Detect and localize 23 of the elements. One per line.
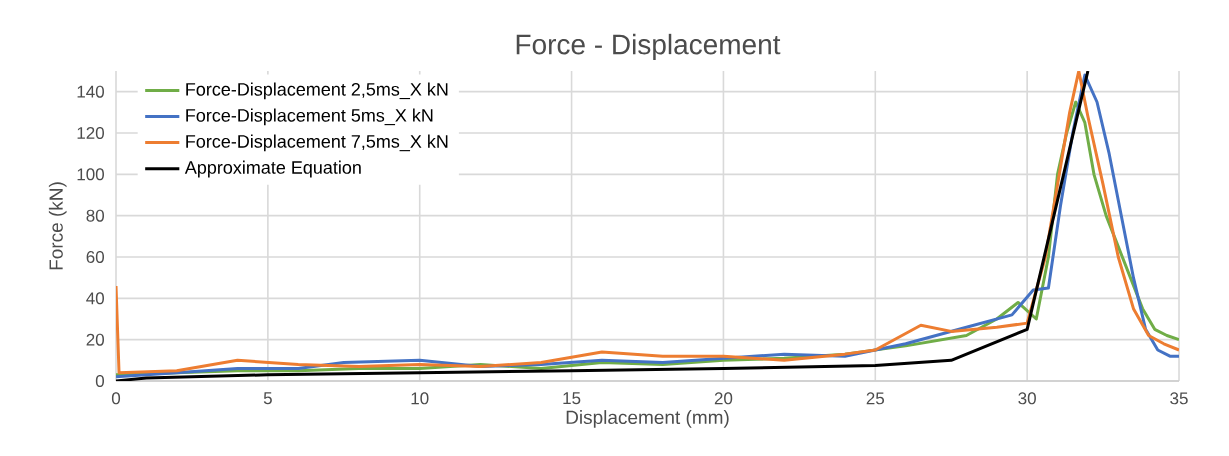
x-tick-label: 30 (1018, 392, 1036, 405)
x-tick-label: 5 (263, 392, 272, 405)
y-tick-label: 20 (86, 333, 104, 346)
chart-title: Force - Displacement (516, 33, 781, 60)
y-axis-title: Force (kN) (48, 182, 67, 270)
y-tick-label: 100 (77, 168, 104, 181)
x-tick-label: 15 (563, 392, 581, 405)
y-tick-label: 0 (95, 375, 104, 388)
y-tick-label: 60 (86, 251, 104, 264)
x-axis-title: Displacement (mm) (566, 410, 729, 428)
x-tick-label: 20 (714, 392, 733, 405)
y-tick-label: 40 (86, 292, 104, 305)
y-tick-label: 120 (77, 127, 104, 140)
legend-label: Force-Displacement 7,5ms_X kN (186, 134, 448, 152)
x-tick-label: 25 (866, 392, 885, 405)
legend-label: Force-Displacement 2,5ms_X kN (186, 82, 448, 100)
x-tick-label: 0 (111, 392, 121, 405)
y-tick-label: 140 (77, 85, 104, 98)
legend-label: Approximate Equation (184, 160, 361, 178)
x-tick-label: 10 (411, 392, 429, 405)
y-tick-label: 80 (86, 209, 104, 222)
legend-label: Force-Displacement 5ms_X kN (186, 108, 433, 126)
x-tick-label: 35 (1170, 392, 1188, 405)
